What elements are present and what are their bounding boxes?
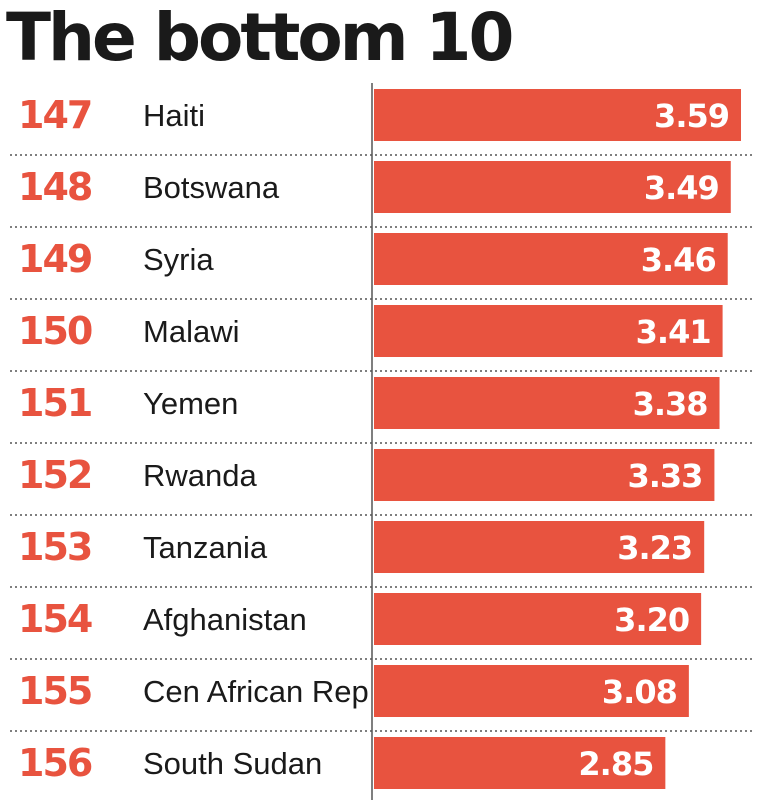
rank-label: 155 <box>18 669 91 713</box>
category-label: Malawi <box>143 314 239 349</box>
rank-label: 156 <box>18 741 92 785</box>
value-label: 3.46 <box>641 241 716 279</box>
category-label: Haiti <box>143 98 205 133</box>
value-label: 3.08 <box>602 673 677 711</box>
category-label: South Sudan <box>143 746 322 781</box>
value-label: 3.59 <box>654 97 729 135</box>
value-label: 2.85 <box>578 745 653 783</box>
value-label: 3.41 <box>636 313 711 351</box>
category-label: Cen African Rep <box>143 674 369 709</box>
bar <box>374 665 689 717</box>
rank-label: 151 <box>18 381 91 425</box>
value-label: 3.23 <box>617 529 692 567</box>
value-label: 3.33 <box>627 457 702 495</box>
rank-label: 154 <box>18 597 92 641</box>
bar <box>374 593 702 645</box>
bar <box>374 161 731 213</box>
chart-title: The bottom 10 <box>6 0 514 76</box>
bar <box>374 737 666 789</box>
category-label: Afghanistan <box>143 602 307 637</box>
rank-label: 150 <box>18 309 92 353</box>
rank-label: 147 <box>18 93 91 137</box>
rank-label: 149 <box>18 237 92 281</box>
category-label: Yemen <box>143 386 238 421</box>
value-label: 3.20 <box>614 601 689 639</box>
bar <box>374 89 741 141</box>
category-label: Botswana <box>143 170 280 205</box>
category-label: Tanzania <box>143 530 268 565</box>
rank-label: 152 <box>18 453 91 497</box>
bar <box>374 305 723 357</box>
value-label: 3.38 <box>633 385 708 423</box>
bar <box>374 521 705 573</box>
rank-label: 153 <box>18 525 91 569</box>
bar <box>374 449 715 501</box>
rank-label: 148 <box>18 165 92 209</box>
bar <box>374 377 720 429</box>
value-label: 3.49 <box>644 169 719 207</box>
category-label: Rwanda <box>143 458 257 493</box>
bar <box>374 233 728 285</box>
category-label: Syria <box>143 242 214 277</box>
